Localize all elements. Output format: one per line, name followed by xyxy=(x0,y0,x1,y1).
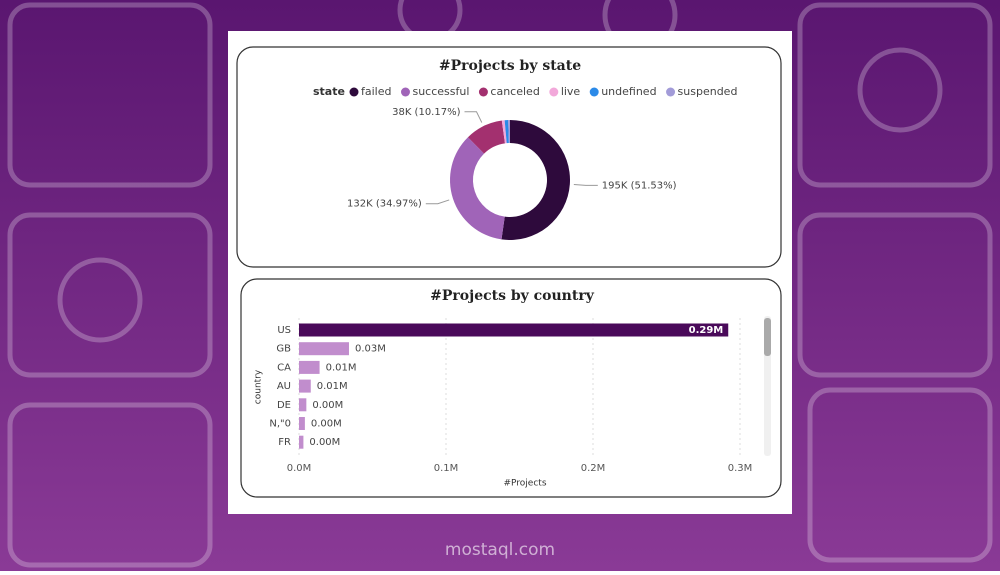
panel xyxy=(236,46,782,268)
legend-swatch xyxy=(549,87,559,97)
donut-slice xyxy=(501,120,570,240)
bar xyxy=(299,379,311,393)
y-tick-label: FR xyxy=(278,437,291,448)
bar xyxy=(299,323,729,337)
legend-swatch xyxy=(349,87,359,97)
x-tick-label: 0.2M xyxy=(581,463,606,474)
x-tick-label: 0.3M xyxy=(728,463,753,474)
y-tick-label: GB xyxy=(276,344,291,355)
y-tick-label: AU xyxy=(277,381,291,392)
leader-line xyxy=(425,199,450,205)
donut-slice xyxy=(450,137,505,240)
data-label: 0.01M xyxy=(326,362,357,373)
legend-swatch xyxy=(478,87,488,97)
legend-swatch xyxy=(666,87,676,97)
x-tick-label: 0.1M xyxy=(434,463,459,474)
data-label: 0.00M xyxy=(312,400,343,411)
legend-label: failed xyxy=(361,85,391,98)
data-label: 132K (34.97%) xyxy=(347,199,422,210)
puzzle-pattern xyxy=(7,0,993,568)
y-tick-label: US xyxy=(277,325,291,336)
legend-swatch xyxy=(400,87,410,97)
data-label: 0.03M xyxy=(355,344,386,355)
legend-label: canceled xyxy=(490,85,539,98)
legend-swatch xyxy=(589,87,599,97)
chart-title: #Projects by country xyxy=(430,288,595,304)
watermark: mostaql.com xyxy=(445,540,555,560)
donut-slice xyxy=(501,120,507,144)
data-label: 0.01M xyxy=(317,381,348,392)
x-tick-label: 0.0M xyxy=(287,463,312,474)
legend-label: live xyxy=(561,85,581,98)
bar xyxy=(299,342,349,356)
bar xyxy=(299,435,304,449)
bar xyxy=(299,360,320,374)
leader-line xyxy=(464,111,483,123)
legend-label: undefined xyxy=(601,85,656,98)
y-tick-label: CA xyxy=(277,362,291,373)
y-tick-label: N,"0 xyxy=(269,419,291,430)
data-label: 195K (51.53%) xyxy=(602,180,677,191)
leader-line xyxy=(573,184,598,186)
data-label: 38K (10.17%) xyxy=(392,107,460,118)
legend-label: successful xyxy=(412,85,469,98)
y-axis-label: country xyxy=(254,369,264,404)
chart-title: #Projects by state xyxy=(439,58,581,74)
legend-title: state xyxy=(313,85,345,98)
donut-slice xyxy=(467,120,505,154)
data-label: 0.29M xyxy=(689,325,724,336)
donut-slice xyxy=(504,120,509,144)
scrollbar-thumb[interactable] xyxy=(764,318,771,356)
bar xyxy=(299,398,307,412)
legend-label: suspended xyxy=(678,85,738,98)
data-label: 0.00M xyxy=(309,437,340,448)
donut-slice xyxy=(508,120,510,144)
x-axis-label: #Projects xyxy=(503,479,546,489)
y-tick-label: DE xyxy=(277,400,291,411)
bar xyxy=(299,417,305,430)
data-label: 0.00M xyxy=(311,419,342,430)
